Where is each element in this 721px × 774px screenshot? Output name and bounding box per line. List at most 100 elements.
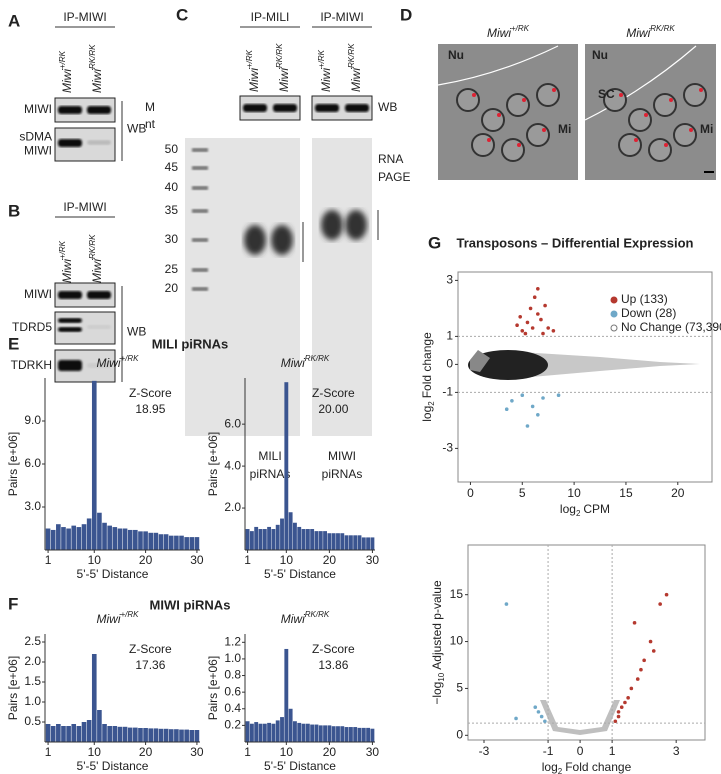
- granule: [522, 98, 526, 102]
- x-tick-label: 30: [190, 745, 204, 759]
- bar: [45, 724, 51, 742]
- gene: Miwi: [626, 26, 650, 40]
- bar: [249, 531, 254, 550]
- panel-label: A: [8, 11, 20, 30]
- genotype-sup: +/RK: [317, 49, 326, 68]
- product-label: MIWI: [328, 449, 356, 463]
- bar: [45, 528, 51, 550]
- bar: [336, 533, 340, 550]
- point: [533, 705, 538, 709]
- bar: [86, 518, 92, 550]
- bar: [366, 727, 371, 742]
- genotype: Miwi+/RK: [96, 354, 139, 370]
- point: [525, 320, 530, 325]
- point: [530, 326, 535, 330]
- band: [273, 104, 297, 112]
- granule: [669, 98, 673, 102]
- method-label: WB: [127, 122, 146, 136]
- point: [543, 303, 547, 308]
- bar: [76, 726, 82, 742]
- bar: [168, 729, 174, 742]
- product-label: piRNAs: [322, 467, 363, 481]
- x-tick-label: 5: [519, 486, 526, 500]
- band: [87, 106, 111, 114]
- point: [530, 404, 535, 409]
- bar: [91, 654, 97, 742]
- x-tick-label: 30: [190, 553, 204, 567]
- gene: Miwi: [281, 356, 305, 370]
- bar: [174, 729, 179, 742]
- plot-frame: [467, 544, 706, 741]
- y-tick-label: 0: [446, 357, 453, 371]
- point: [504, 407, 509, 412]
- y-tick-label: 3: [446, 273, 453, 287]
- bar: [61, 527, 66, 550]
- gene: Miwi: [60, 259, 74, 283]
- point: [639, 667, 643, 672]
- granule: [699, 88, 703, 92]
- product-label: piRNAs: [250, 467, 291, 481]
- y-tick-label: 5: [456, 681, 463, 695]
- row-label: MIWI: [24, 102, 52, 116]
- product-label: MILI: [258, 449, 281, 463]
- bar: [340, 726, 345, 742]
- granule: [497, 113, 501, 117]
- x-tick-label: 30: [366, 553, 380, 567]
- bar: [143, 531, 148, 550]
- gene: Miwi: [96, 356, 120, 370]
- legend-label: No Change (73,390): [621, 320, 721, 334]
- bar: [50, 529, 56, 550]
- x-tick-label: 1: [45, 553, 52, 567]
- bar: [138, 531, 143, 550]
- bar: [271, 723, 276, 742]
- ladder-band: [192, 268, 208, 272]
- bar: [318, 725, 323, 742]
- genotype: Miwi+/RK: [58, 240, 74, 283]
- gene: Miwi: [60, 69, 74, 93]
- bar: [348, 535, 353, 550]
- granule: [472, 93, 476, 97]
- point: [551, 329, 556, 333]
- bar: [327, 533, 332, 550]
- bar: [254, 526, 259, 550]
- point: [536, 710, 541, 714]
- genotype-sup: +/RK: [120, 354, 139, 363]
- gene: Miwi: [281, 612, 305, 626]
- score-label: Z-Score: [129, 386, 172, 400]
- mitochondrion: [456, 88, 480, 112]
- bar: [245, 721, 250, 742]
- bar: [331, 726, 336, 742]
- point: [536, 287, 540, 291]
- gene: Miwi: [277, 68, 291, 92]
- bar: [153, 728, 159, 742]
- genotype: MiwiRK/RK: [281, 610, 330, 626]
- mitochondrion: [526, 123, 550, 147]
- bar: [194, 537, 200, 550]
- ladder-band: [192, 148, 208, 152]
- point: [532, 295, 537, 300]
- gene: Miwi: [319, 68, 333, 92]
- bar: [163, 728, 169, 742]
- bar: [127, 529, 133, 550]
- genotype: Miwi+/RK: [96, 610, 139, 626]
- label-part: CPM: [583, 502, 610, 516]
- granule: [644, 113, 648, 117]
- x-tick-label: 10: [567, 486, 581, 500]
- x-tick-label: 15: [619, 486, 633, 500]
- bar: [262, 529, 267, 550]
- point: [543, 719, 547, 724]
- bar: [327, 725, 332, 742]
- panel-title: MILI piRNAs: [152, 336, 229, 351]
- panel-label: F: [8, 594, 18, 613]
- gel: [312, 138, 372, 436]
- size-label: 30: [165, 232, 179, 246]
- y-tick-label: 0.8: [224, 668, 241, 682]
- genotype-sup: +/RK: [120, 610, 139, 619]
- bar: [357, 535, 362, 550]
- score-label: Z-Score: [312, 642, 355, 656]
- point: [556, 393, 561, 398]
- x-tick-label: 10: [88, 553, 102, 567]
- axis-label: log2 Fold change: [420, 332, 436, 422]
- bar: [245, 529, 250, 550]
- granule: [552, 88, 556, 92]
